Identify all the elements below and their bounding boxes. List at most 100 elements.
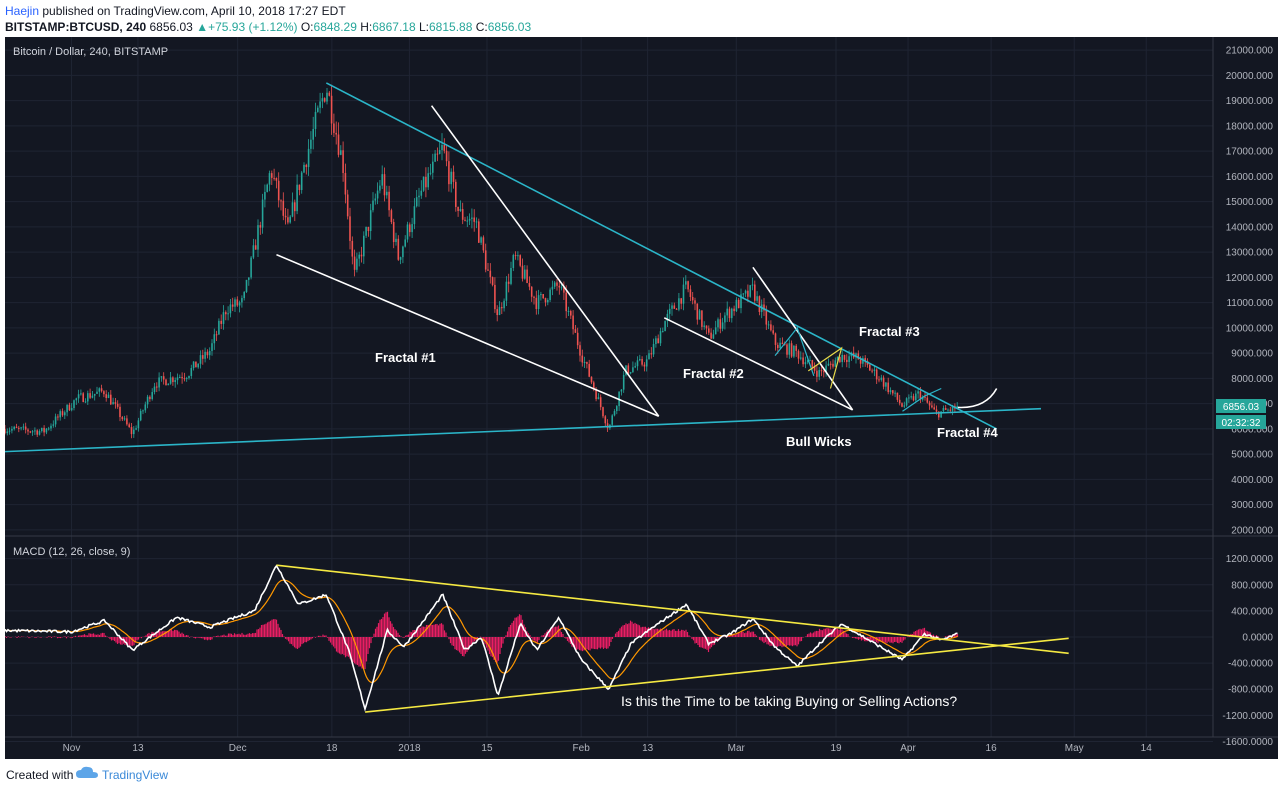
candle-body (482, 237, 485, 251)
candle-body (388, 191, 390, 211)
candle-body (93, 393, 96, 396)
candle-body (475, 221, 478, 223)
candle-body (827, 363, 830, 366)
candle-body (763, 304, 765, 311)
candle-body (887, 382, 889, 393)
candle-body (717, 319, 719, 328)
candle-body (823, 371, 825, 373)
annotation-fractal-2: Fractal #2 (683, 366, 744, 381)
chart-area[interactable]: 21000.000 20000.000 19000.000 18000.000 1700… (4, 37, 1278, 759)
candle-body (266, 184, 268, 192)
candle-body (926, 397, 929, 403)
candle-body (721, 322, 724, 329)
candle-body (24, 426, 27, 430)
candle-body (714, 327, 717, 335)
candle-body (268, 173, 271, 185)
high-label: H: (360, 20, 373, 34)
author-link[interactable]: Haejin (5, 4, 40, 18)
candle-body (174, 380, 176, 383)
candle-body (392, 222, 395, 243)
candle-body (321, 98, 324, 102)
price-axis-tick: 2000.000 (1231, 525, 1273, 536)
candle-body (264, 191, 266, 200)
candle-body (811, 360, 814, 367)
candle-body (514, 255, 517, 257)
candle-body (673, 305, 676, 309)
candle-body (112, 402, 114, 405)
candle-body (450, 171, 452, 185)
candle-body (383, 174, 386, 196)
candle-body (468, 218, 471, 221)
axes: 21000.000 20000.000 19000.000 18000.000 1700… (5, 37, 1278, 754)
candle-body (374, 198, 377, 201)
candle-body (524, 269, 526, 279)
candle-body (363, 235, 365, 257)
candle-body (36, 430, 38, 435)
chart-canvas[interactable]: 21000.000 20000.000 19000.000 18000.000 1700… (4, 37, 1278, 759)
candle-body (793, 345, 795, 357)
candle-body (45, 428, 48, 433)
candle-body (719, 319, 722, 329)
candle-body (942, 408, 945, 412)
created-with-text: Created with (6, 768, 74, 782)
candle-body (438, 150, 441, 154)
candle-body (59, 411, 61, 418)
tradingview-link[interactable]: TradingView (102, 768, 169, 782)
fractal-3-yellow-sketch (807, 346, 843, 389)
candle-body (908, 397, 910, 399)
candle-body (151, 392, 153, 400)
candle-body (586, 361, 588, 364)
time-axis-tick: Mar (728, 743, 746, 754)
candle-body (349, 216, 351, 241)
grid-lines (5, 37, 1213, 742)
candle-body (259, 225, 262, 228)
candle-body (457, 206, 459, 212)
candle-body (951, 405, 954, 411)
candle-body (758, 296, 761, 312)
candle-body (947, 409, 949, 411)
candle-body (829, 363, 832, 365)
price-axis-tick: 6000.000 (1231, 424, 1273, 435)
price-axis-tick: 11000.000 (1226, 298, 1273, 309)
candle-body (188, 375, 190, 379)
candle-body (898, 399, 901, 404)
candle-body (790, 343, 793, 357)
time-axis-tick: 19 (830, 743, 842, 754)
candle-body (234, 299, 236, 307)
candle-body (537, 295, 540, 310)
candle-body (84, 401, 87, 403)
candle-body (636, 360, 639, 367)
candle-body (694, 300, 696, 304)
time-axis-tick: Apr (900, 743, 916, 754)
candle-body (13, 426, 15, 429)
candle-body (588, 363, 590, 377)
candle-body (185, 378, 188, 380)
candle-body (620, 389, 623, 392)
candle-body (749, 285, 751, 297)
candle-body (427, 173, 429, 188)
candle-body (11, 428, 13, 431)
candle-body (616, 406, 618, 412)
candle-body (487, 269, 489, 271)
candle-body (832, 363, 834, 367)
trendline-upper-resistance (325, 82, 998, 430)
candle-body (96, 391, 98, 394)
time-axis-tick: 18 (326, 743, 338, 754)
candle-body (52, 424, 55, 426)
candle-body (471, 217, 473, 219)
price-axis-tick: 3000.000 (1231, 500, 1273, 511)
price-axis-tick: 20000.000 (1226, 71, 1274, 82)
candle-body (441, 145, 443, 151)
candle-body (933, 407, 935, 410)
candle-body (728, 308, 731, 319)
candle-body (731, 308, 733, 319)
candle-body (250, 257, 252, 278)
trendline-macd-upper (276, 564, 1069, 655)
candle-body (549, 289, 551, 301)
candle-body (18, 427, 20, 429)
candle-body (825, 365, 827, 372)
candle-body (572, 315, 574, 330)
candle-body (517, 255, 519, 257)
candle-body (581, 355, 584, 363)
candle-body (770, 324, 772, 331)
